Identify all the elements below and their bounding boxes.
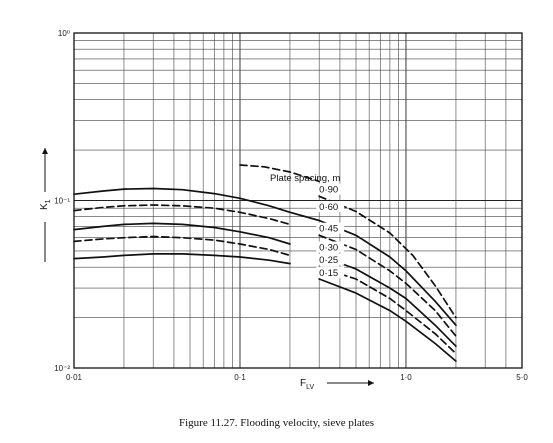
plot-frame: [73, 32, 523, 369]
figure-caption: Figure 11.27. Flooding velocity, sieve p…: [178, 417, 375, 429]
series-line: [73, 204, 291, 226]
series-line: [73, 222, 291, 245]
y-tick-label: 10⁰: [58, 29, 70, 38]
series-line: [73, 253, 291, 265]
x-tick-label: 5·0: [516, 373, 528, 382]
curve-label-gap: [316, 222, 345, 234]
grid: [73, 33, 523, 369]
curves: [73, 164, 457, 362]
x-axis-label: FLV: [300, 378, 314, 391]
curve-label-gap: [316, 266, 345, 278]
curve-label-gap: [316, 200, 345, 212]
series-line: [73, 187, 457, 327]
curve-label-gap: [316, 241, 345, 253]
curve-label: 0·90: [319, 185, 338, 196]
curve-label: 0·30: [319, 242, 338, 253]
tick-labels: 0·01 0·1 1·0 5·0 10⁰ 10⁻¹ 10⁻²: [54, 29, 528, 382]
curve-label: 0·60: [319, 202, 338, 213]
x-tick-label: 0·01: [66, 373, 83, 382]
series-line: [318, 266, 457, 355]
y-axis-label: K1: [39, 199, 52, 210]
curve-labels: 0·90 0·60 0·45 0·30 0·25 0·15: [316, 183, 345, 279]
series-line: [318, 195, 457, 319]
legend-title: Plate spacing, m: [270, 173, 340, 184]
y-tick-label: 10⁻¹: [54, 197, 70, 206]
series-line: [73, 235, 291, 257]
x-tick-label: 0·1: [234, 373, 246, 382]
series-line: [318, 254, 457, 348]
series-line: [318, 278, 457, 362]
curve-label: 0·45: [319, 224, 338, 235]
y-tick-label: 10⁻²: [54, 364, 70, 373]
series-line: [239, 164, 321, 183]
curve-label-gap: [316, 253, 345, 265]
curve-label: 0·25: [319, 255, 338, 266]
series-line: [318, 234, 457, 337]
x-tick-label: 1·0: [400, 373, 412, 382]
curve-label: 0·15: [319, 268, 338, 279]
curve-label-gap: [316, 183, 345, 195]
